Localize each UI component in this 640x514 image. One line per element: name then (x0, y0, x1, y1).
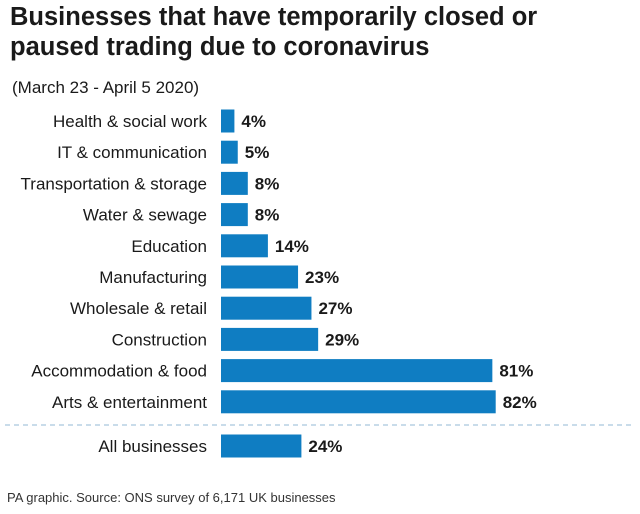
bar (221, 296, 312, 320)
bar (221, 203, 248, 227)
data-label: 27% (318, 299, 352, 318)
data-label: 81% (499, 362, 533, 381)
category-label: Construction (112, 330, 207, 349)
data-label: 14% (275, 237, 309, 256)
chart-title: Businesses that have temporarily closed … (10, 3, 538, 61)
bar (221, 434, 302, 458)
category-label: All businesses (98, 437, 207, 456)
category-label: Wholesale & retail (70, 299, 207, 318)
category-label: Arts & entertainment (52, 393, 207, 412)
category-label: Accommodation & food (31, 362, 207, 381)
category-label: Education (131, 237, 207, 256)
bar (221, 265, 299, 289)
bar (221, 390, 496, 414)
bar (221, 140, 238, 164)
source-note: PA graphic. Source: ONS survey of 6,171 … (7, 490, 336, 505)
data-label: 5% (245, 143, 270, 162)
data-label: 24% (308, 437, 342, 456)
category-label: Water & sewage (83, 206, 207, 225)
bar (221, 109, 235, 133)
bar (221, 171, 248, 195)
bar (221, 234, 268, 258)
bar (221, 327, 319, 351)
category-label: Transportation & storage (21, 174, 207, 193)
data-label: 8% (255, 174, 280, 193)
data-label: 4% (241, 112, 266, 131)
data-label: 8% (255, 206, 280, 225)
category-label: Manufacturing (99, 268, 207, 287)
category-label: IT & communication (57, 143, 207, 162)
data-label: 82% (503, 393, 537, 412)
chart-subtitle: (March 23 - April 5 2020) (12, 78, 200, 97)
data-label: 29% (325, 330, 359, 349)
category-label: Health & social work (53, 112, 208, 131)
data-label: 23% (305, 268, 339, 287)
bar (221, 359, 493, 383)
